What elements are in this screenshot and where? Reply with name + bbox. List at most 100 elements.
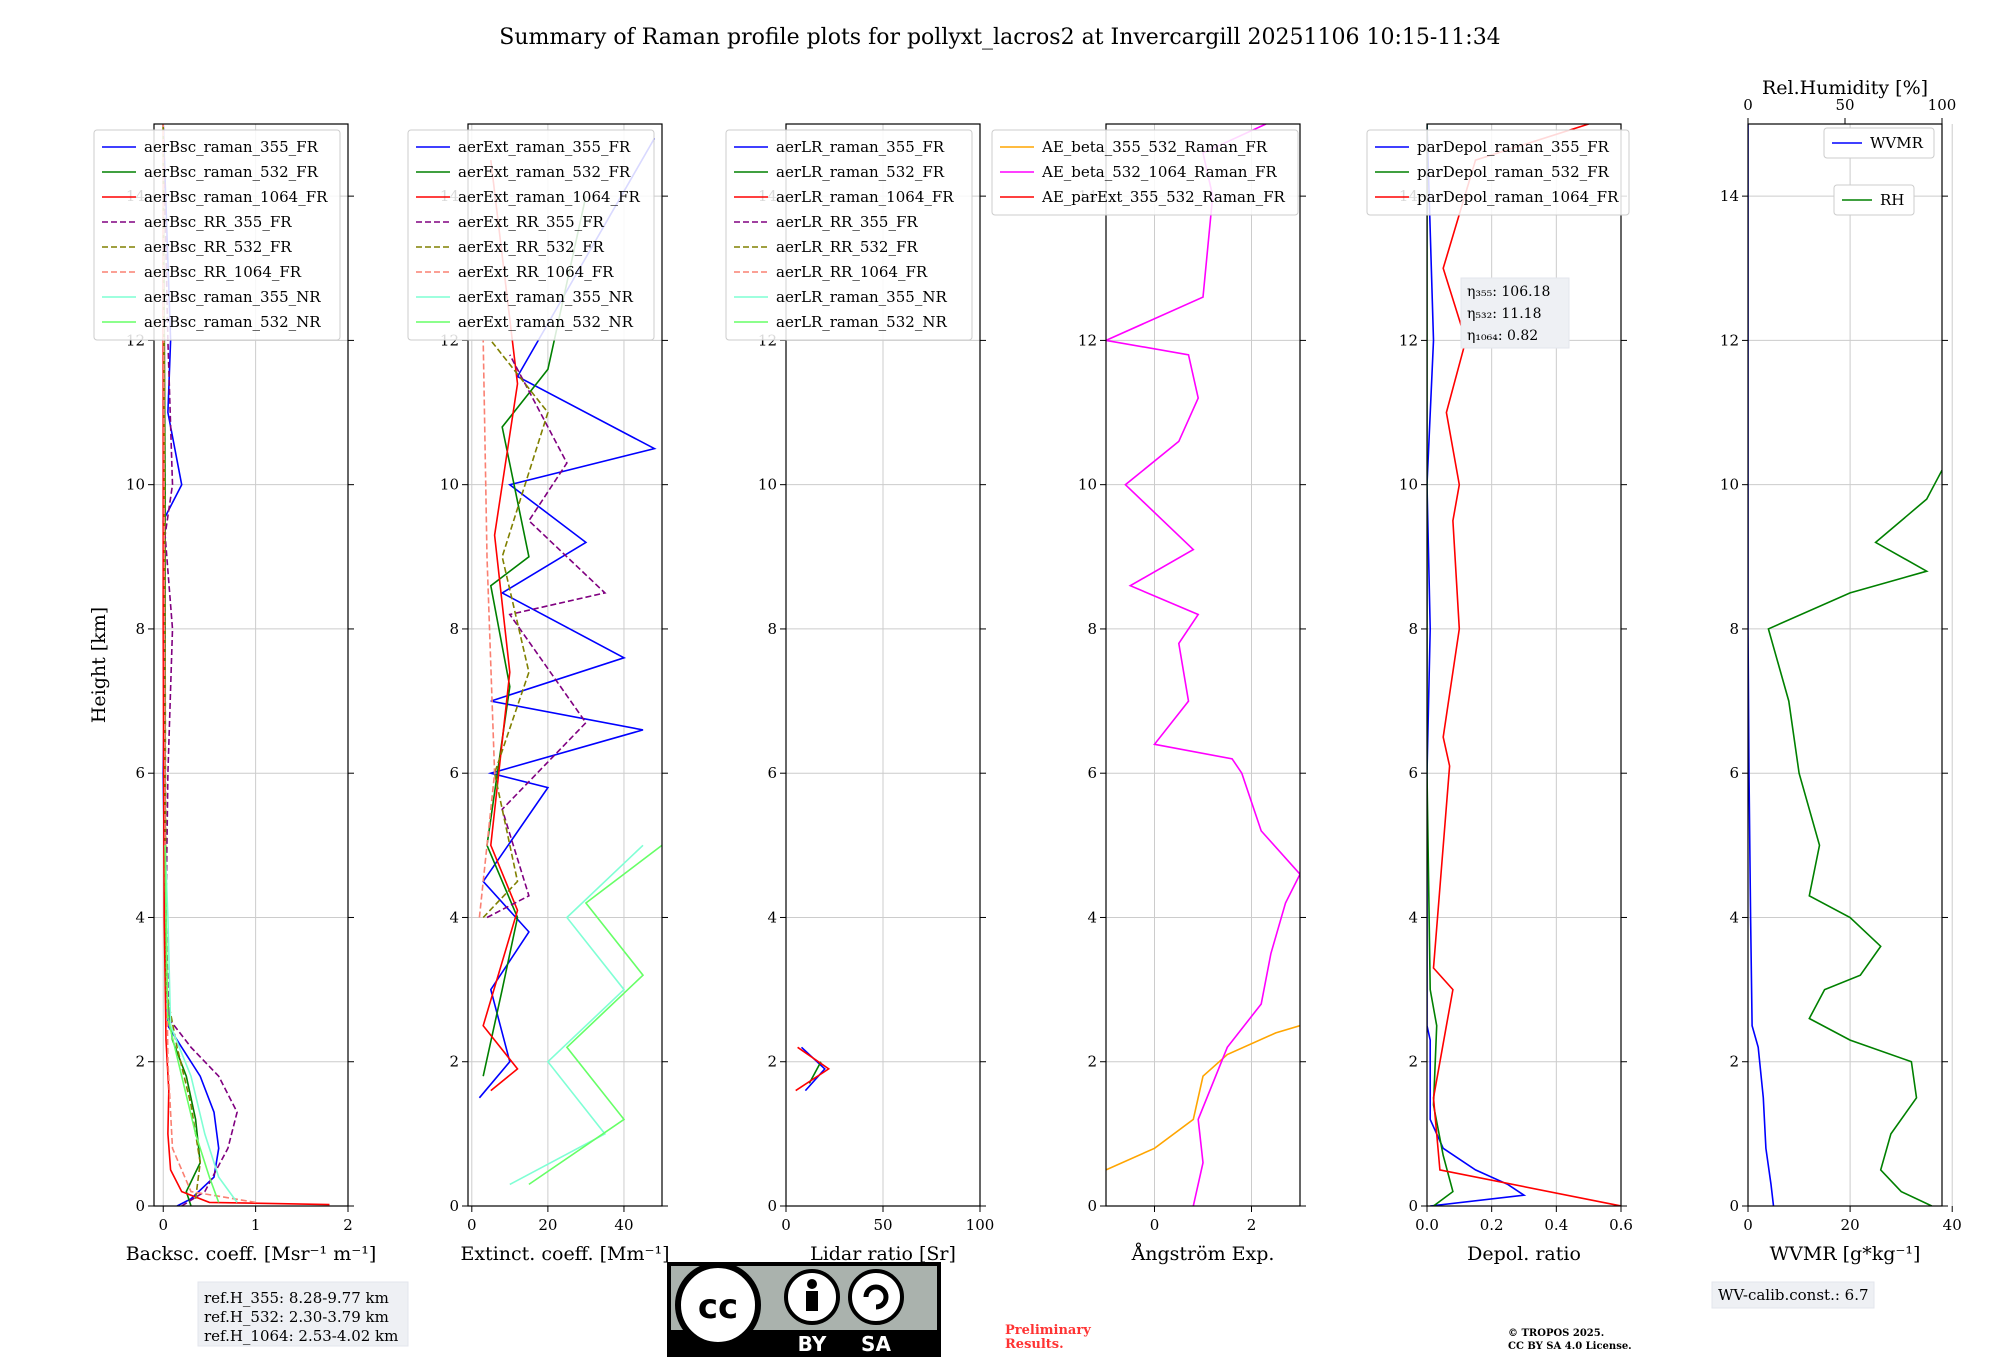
- legend-label: aerExt_raman_1064_FR: [458, 188, 640, 206]
- eta-label: η₁₀₆₄: 0.82: [1467, 328, 1538, 344]
- xtick-label: 0.4: [1544, 1216, 1568, 1234]
- legend: aerExt_raman_355_FR aerExt_raman_532_FRae…: [407, 129, 655, 341]
- legend-label: aerExt_RR_355_FR: [458, 213, 605, 231]
- series-aerExt_raman_355_NR: [509, 844, 644, 1186]
- xtick-label: 100: [966, 1216, 995, 1234]
- ytick-label: 6: [1408, 764, 1418, 782]
- ytick-label: 12: [1720, 331, 1739, 349]
- series-AE_beta_532_1064_Raman_FR: [1106, 124, 1300, 1206]
- xtick-label: 20: [1841, 1216, 1860, 1234]
- ytick-label: 4: [1729, 908, 1739, 926]
- annotation-box: [1460, 277, 1570, 349]
- ytick-label: 2: [135, 1053, 145, 1071]
- ytick-label: 12: [1078, 331, 1097, 349]
- legend-label: aerBsc_raman_1064_FR: [144, 188, 328, 206]
- xtick-label: 20: [538, 1216, 557, 1234]
- legend-label: aerLR_raman_532_NR: [776, 313, 947, 331]
- ytick-label: 4: [135, 908, 145, 926]
- share-alike-icon: [848, 1269, 904, 1325]
- legend-label: aerLR_raman_532_FR: [776, 163, 945, 181]
- ytick-label: 2: [449, 1053, 459, 1071]
- xtick-label: 1: [251, 1216, 261, 1234]
- legend-label: aerExt_RR_532_FR: [458, 238, 605, 256]
- ytick-label: 6: [767, 764, 777, 782]
- series-parDepol_raman_1064_FR: [1432, 124, 1621, 1206]
- top-xtick-label: 100: [1928, 96, 1957, 114]
- copyright-line-2: CC BY SA 4.0 License.: [1508, 1341, 1632, 1352]
- legend-label: parDepol_raman_355_FR: [1417, 138, 1610, 156]
- ytick-label: 8: [1087, 620, 1097, 638]
- xtick-label: 0: [781, 1216, 791, 1234]
- series-aerBsc_raman_532_NR: [164, 845, 220, 1203]
- top-xtick-label: 50: [1835, 96, 1854, 114]
- series-RH: [1767, 469, 1942, 1206]
- legend-label: aerBsc_RR_1064_FR: [144, 263, 302, 281]
- legend-label: aerExt_raman_532_NR: [458, 313, 634, 331]
- series-group: [1748, 124, 1942, 1206]
- ytick-label: 0: [449, 1197, 459, 1215]
- xtick-label: 0: [467, 1216, 477, 1234]
- ytick-label: 10: [440, 476, 459, 494]
- legend-box-rh: [1833, 184, 1915, 216]
- series-group: [478, 138, 662, 1186]
- series-group: [162, 124, 330, 1206]
- legend-box: [1823, 127, 1935, 159]
- legend-label: aerBsc_raman_355_FR: [144, 138, 319, 156]
- preliminary-line-2: Results.: [1005, 1337, 1064, 1352]
- ytick-label: 2: [1408, 1053, 1418, 1071]
- eta-label: η₅₃₂: 11.18: [1467, 306, 1541, 322]
- ytick-label: 8: [767, 620, 777, 638]
- legend-label: aerLR_RR_355_FR: [776, 213, 918, 231]
- legend: parDepol_raman_355_FR parDepol_raman_532_…: [1366, 129, 1630, 216]
- ref-box: ref.H_355: 8.28-9.77 km ref.H_532: 2.30-…: [197, 1281, 409, 1347]
- series-aerExt_raman_1064_FR: [482, 160, 519, 1092]
- ytick-label: 10: [1720, 476, 1739, 494]
- legend-label: parDepol_raman_1064_FR: [1417, 188, 1619, 206]
- xlabel-lidar_ratio: Lidar ratio [Sr]: [810, 1243, 956, 1265]
- ref-h-1064: ref.H_1064: 2.53-4.02 km: [204, 1327, 398, 1345]
- ytick-label: 10: [1399, 476, 1418, 494]
- eta-label: η₃₅₅: 106.18: [1467, 284, 1550, 300]
- series-group: [795, 1046, 831, 1092]
- ytick-label: 6: [135, 764, 145, 782]
- legend: WVMR RH: [1823, 127, 1935, 216]
- series-aerExt_raman_355_FR: [478, 138, 657, 1099]
- ytick-label: 8: [449, 620, 459, 638]
- legend-label: aerLR_raman_355_FR: [776, 138, 945, 156]
- by-label: BY: [798, 1332, 827, 1356]
- ytick-label: 8: [1408, 620, 1418, 638]
- axes-frame: [1105, 123, 1301, 1207]
- wv-calib-annotation: WV-calib.const.: 6.7: [1711, 1281, 1875, 1309]
- legend-label: parDepol_raman_532_FR: [1417, 163, 1610, 181]
- sa-label: SA: [861, 1332, 891, 1356]
- xtick-label: 40: [614, 1216, 633, 1234]
- legend-box: [93, 129, 341, 341]
- legend-label: AE_parExt_355_532_Raman_FR: [1041, 188, 1286, 206]
- figure-title: Summary of Raman profile plots for polly…: [499, 25, 1500, 50]
- cc-license-badge: cc BY SA: [667, 1262, 941, 1357]
- legend: AE_beta_355_532_Raman_FR AE_beta_532_1064…: [991, 129, 1299, 216]
- legend-label: AE_beta_355_532_Raman_FR: [1041, 138, 1268, 156]
- series-aerExt_RR_355_FR: [486, 354, 607, 919]
- xlabel-backscatter: Backsc. coeff. [Msr⁻¹ m⁻¹]: [126, 1243, 377, 1265]
- ytick-label: 0: [1408, 1197, 1418, 1215]
- ytick-label: 0: [767, 1197, 777, 1215]
- ytick-label: 8: [1729, 620, 1739, 638]
- xtick-label: 40: [1943, 1216, 1962, 1234]
- ytick-label: 0: [1729, 1197, 1739, 1215]
- legend-label: AE_beta_532_1064_Raman_FR: [1041, 163, 1277, 181]
- panel-angstrom: 0246810121402Ångström Exp.AE_beta_355_53…: [991, 123, 1306, 1265]
- series-aerLR_raman_1064_FR: [795, 1046, 831, 1092]
- axes-frame: [467, 123, 663, 1207]
- ytick-label: 6: [1087, 764, 1097, 782]
- xtick-label: 0.6: [1609, 1216, 1633, 1234]
- series-group: [1106, 124, 1300, 1206]
- legend-label: RH: [1880, 191, 1904, 209]
- legend: aerLR_raman_355_FR aerLR_raman_532_FR aerL…: [725, 129, 973, 341]
- copyright-line-1: © TROPOS 2025.: [1508, 1328, 1604, 1339]
- ytick-label: 2: [767, 1053, 777, 1071]
- ytick-label: 10: [126, 476, 145, 494]
- legend-box: [407, 129, 655, 341]
- cc-logo-icon: [675, 1262, 761, 1348]
